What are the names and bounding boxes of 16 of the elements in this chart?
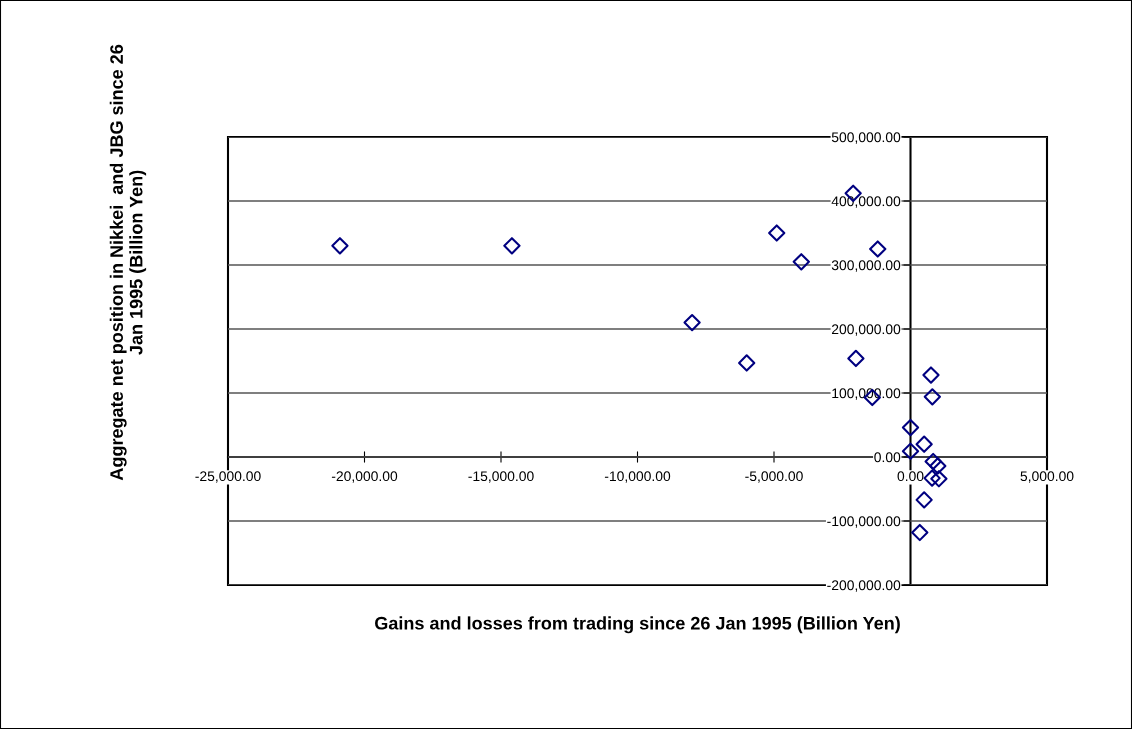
x-tick-label: -20,000.00 [331,471,398,483]
y-axis-title: Aggregate net position in Nikkei and JBG since 26 Jan 1995 (Billion Yen) [109,44,147,481]
y-tick-label: 0.00 [874,452,901,463]
x-tick-label: -15,000.00 [468,471,534,483]
y-tick-label: 400,000.00 [831,196,901,208]
y-tick-label: -200,000.00 [827,580,901,592]
x-tick-label: 5,000.00 [1020,471,1074,483]
y-tick-label: 300,000.00 [831,260,901,272]
y-tick-label: -100,000.00 [827,516,901,528]
x-axis-title: Gains and losses from trading since 26 Jan 1995 (Billion Yen) [375,616,900,634]
x-tick-label: -5,000.00 [745,471,803,483]
y-tick-label: 200,000.00 [831,324,901,336]
x-tick-label: -10,000.00 [604,471,671,483]
x-tick-label: -25,000.00 [195,471,261,483]
x-tick-label: 0.00 [897,471,924,482]
y-tick-label: 500,000.00 [831,132,901,144]
